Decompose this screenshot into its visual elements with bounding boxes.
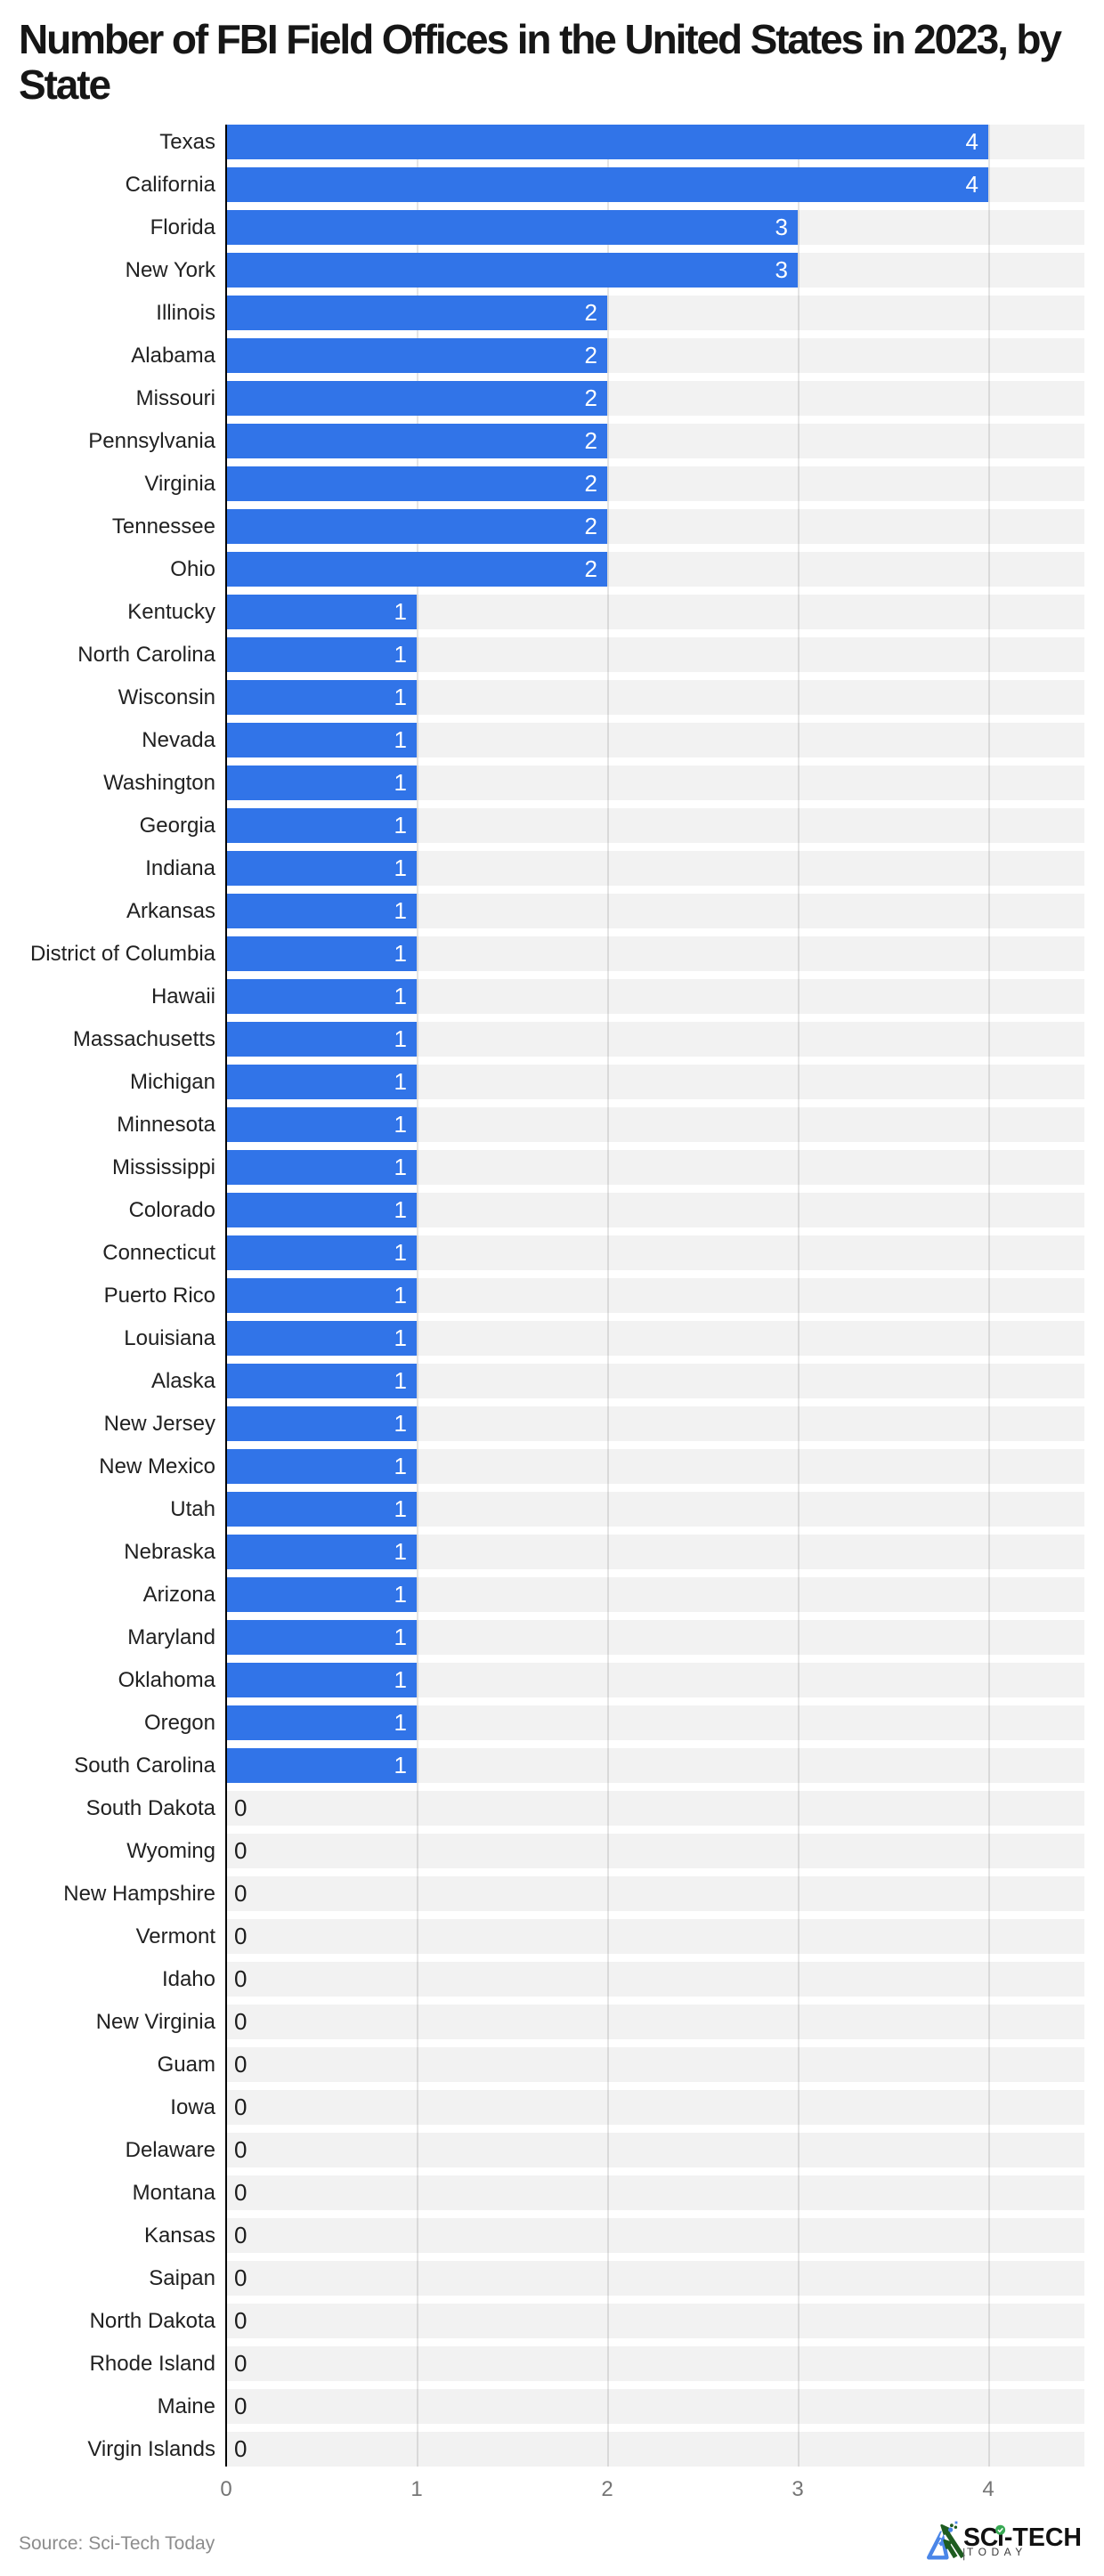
svg-text:SC: SC bbox=[963, 2523, 998, 2552]
svg-text:i-TECH: i-TECH bbox=[997, 2523, 1082, 2552]
svg-text:TODAY: TODAY bbox=[967, 2546, 1027, 2558]
